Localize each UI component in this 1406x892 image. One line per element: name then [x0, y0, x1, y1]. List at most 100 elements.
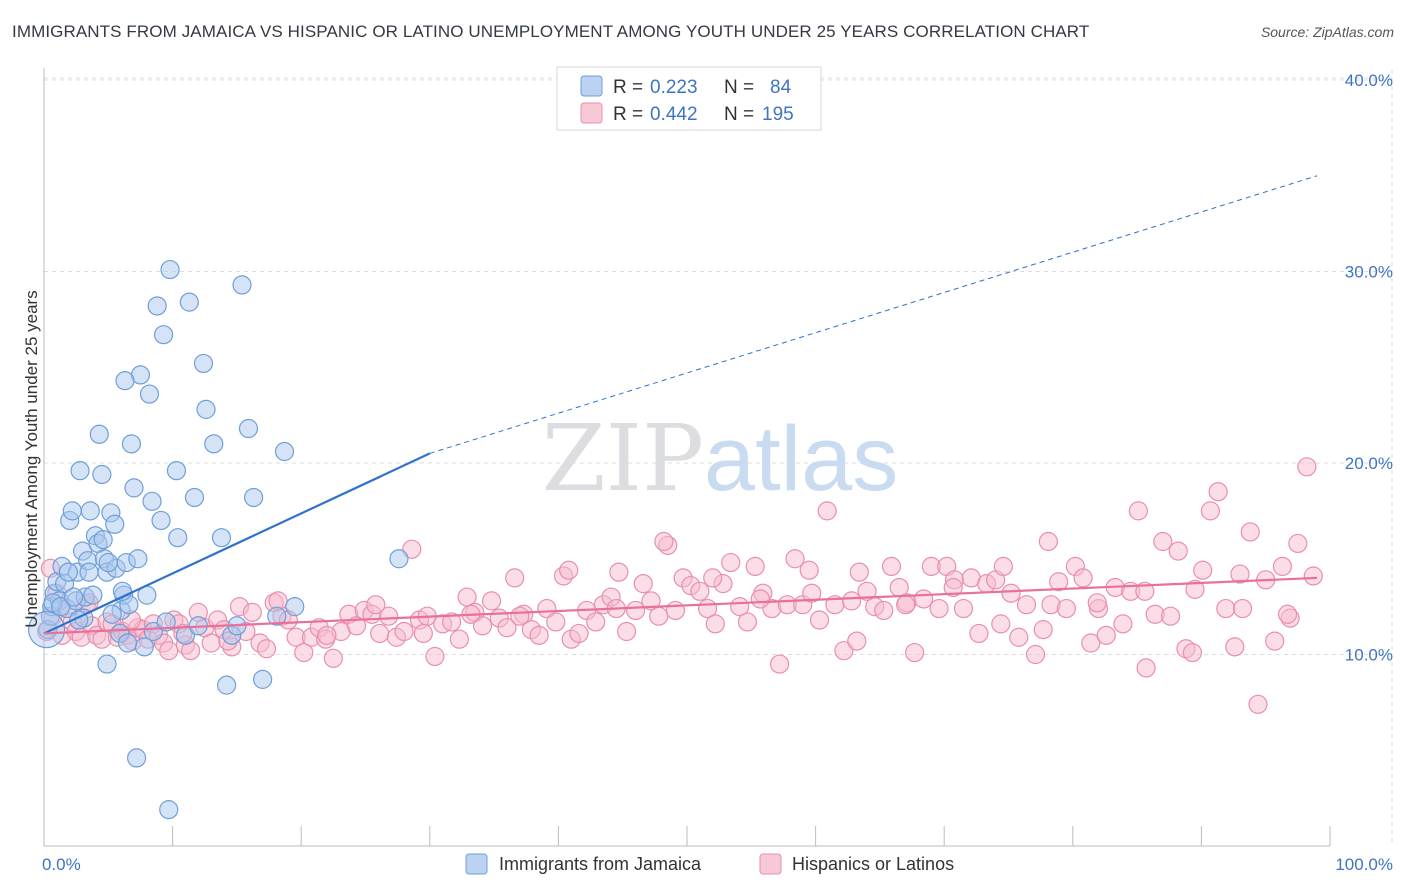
hispanics-point	[1025, 644, 1046, 665]
hispanics-point	[969, 623, 989, 644]
hispanics-point	[785, 549, 805, 569]
hispanics-point	[750, 589, 770, 609]
hispanics-point	[1225, 637, 1245, 657]
jamaica-point	[196, 399, 216, 419]
jamaica-point	[244, 487, 264, 508]
legend-n-label-hispanics: N =	[724, 104, 754, 125]
hispanics-point	[857, 581, 877, 601]
jamaica-point	[193, 353, 214, 374]
jamaica-point	[62, 501, 82, 521]
hispanics-point	[537, 598, 557, 619]
hispanics-point	[609, 562, 629, 582]
hispanics-point	[616, 621, 637, 642]
hispanics-point	[1232, 598, 1253, 619]
jamaica-point	[117, 633, 138, 653]
hispanics-point	[546, 612, 566, 632]
hispanics-point	[1265, 631, 1285, 651]
hispanics-point	[201, 633, 221, 653]
trend-line-hispanics	[43, 576, 1318, 635]
hispanics-point	[834, 641, 854, 661]
hispanics-point	[505, 568, 525, 588]
hispanics-point	[849, 562, 869, 582]
jamaica-point	[204, 434, 224, 454]
hispanics-point	[929, 598, 949, 619]
y-tick-label: 10.0%	[1345, 646, 1393, 665]
hispanics-point	[1297, 457, 1317, 477]
jamaica-point	[217, 675, 237, 695]
hispanics-point	[159, 641, 179, 661]
series-jamaica-points	[27, 259, 409, 820]
hispanics-point	[705, 614, 725, 634]
hispanics-point	[721, 552, 741, 573]
hispanics-point	[379, 606, 399, 626]
hispanics-point	[559, 560, 579, 580]
hispanics-point	[1216, 598, 1236, 619]
hispanics-point	[1193, 560, 1213, 580]
jamaica-point	[139, 384, 160, 404]
hispanics-point	[442, 612, 462, 632]
hispanics-point	[1049, 572, 1069, 592]
jamaica-point	[92, 464, 112, 485]
legend-r-label-hispanics: R =	[613, 104, 643, 125]
jamaica-point	[238, 418, 259, 439]
jamaica-point	[142, 491, 162, 511]
jamaica-point	[168, 528, 188, 548]
bottom-legend-label-hispanics: Hispanics or Latinos	[792, 854, 954, 874]
hispanics-point	[1136, 658, 1156, 678]
jamaica-point	[151, 510, 171, 531]
hispanics-point	[1168, 541, 1188, 561]
hispanics-point	[809, 610, 830, 630]
tick-labels: 10.0% 20.0% 30.0% 40.0% 0.0% 100.0%	[42, 71, 1393, 874]
bottom-legend: Immigrants from Jamaica Hispanics or Lat…	[465, 853, 954, 875]
jamaica-point	[115, 371, 135, 391]
hispanics-point	[346, 616, 367, 636]
y-tick-label: 20.0%	[1345, 454, 1393, 473]
jamaica-point	[179, 292, 199, 312]
hispanics-point	[1208, 482, 1228, 502]
jamaica-point	[98, 552, 118, 573]
bottom-legend-swatch-hispanics	[759, 853, 782, 875]
legend-r-label-jamaica: R =	[613, 77, 643, 98]
y-axis-title: Unemployment Among Youth under 25 years	[22, 290, 41, 627]
watermark-atlas: atlas	[704, 408, 898, 510]
jamaica-point	[58, 562, 79, 582]
jamaica-point	[267, 606, 287, 626]
jamaica-point	[159, 800, 179, 820]
hispanics-point	[1303, 566, 1323, 586]
hispanics-point	[1001, 583, 1021, 603]
bottom-legend-label-jamaica: Immigrants from Jamaica	[499, 854, 702, 874]
hispanics-point	[1087, 593, 1107, 613]
trend-lines	[43, 175, 1318, 635]
axes	[43, 68, 1331, 847]
hispanics-point	[641, 591, 661, 611]
hispanics-point	[1016, 595, 1037, 615]
hispanics-point	[1248, 694, 1268, 714]
jamaica-point	[166, 461, 187, 481]
jamaica-point	[274, 441, 295, 462]
hispanics-point	[737, 612, 758, 632]
jamaica-point	[51, 597, 71, 617]
legend-n-label-jamaica: N =	[724, 77, 754, 98]
hispanics-point	[472, 616, 493, 636]
hispanics-point	[799, 560, 819, 580]
hispanics-point	[993, 556, 1013, 577]
hispanics-point	[690, 581, 710, 601]
hispanics-point	[1277, 604, 1298, 624]
legend: R = 0.223 N = 84 R = 0.442 N = 195	[556, 66, 822, 131]
jamaica-point	[126, 748, 147, 768]
hispanics-point	[649, 606, 669, 626]
hispanics-point	[1081, 633, 1101, 653]
jamaica-point	[121, 434, 142, 454]
jamaica-point-large	[27, 611, 66, 649]
hispanics-point	[1160, 606, 1181, 626]
hispanics-point	[953, 598, 974, 619]
hispanics-point	[256, 639, 277, 659]
hispanics-point	[1185, 579, 1205, 599]
legend-n-value-jamaica: 84	[770, 77, 792, 98]
hispanics-point	[874, 600, 894, 621]
hispanics-point	[1288, 533, 1308, 554]
hispanics-point	[569, 623, 589, 644]
jamaica-point	[253, 669, 273, 689]
y-tick-label: 40.0%	[1345, 71, 1393, 90]
